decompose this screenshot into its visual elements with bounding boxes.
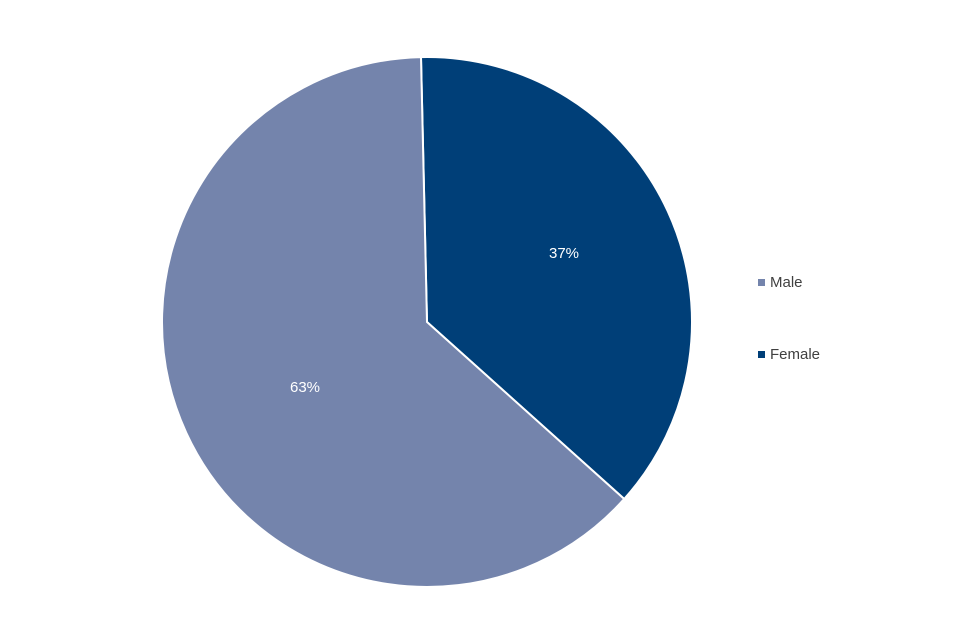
data-label-male: 63% <box>290 379 320 396</box>
data-label-female: 37% <box>549 245 579 262</box>
legend-swatch-male <box>758 279 765 286</box>
legend-label-female: Female <box>770 346 821 363</box>
pie-slice-female <box>419 56 693 501</box>
legend-item-male: Male <box>758 274 803 291</box>
legend-swatch-female <box>758 351 765 358</box>
legend-label-male: Male <box>770 274 803 291</box>
legend-item-female: Female <box>758 346 820 363</box>
pie-slice-male <box>161 56 626 588</box>
